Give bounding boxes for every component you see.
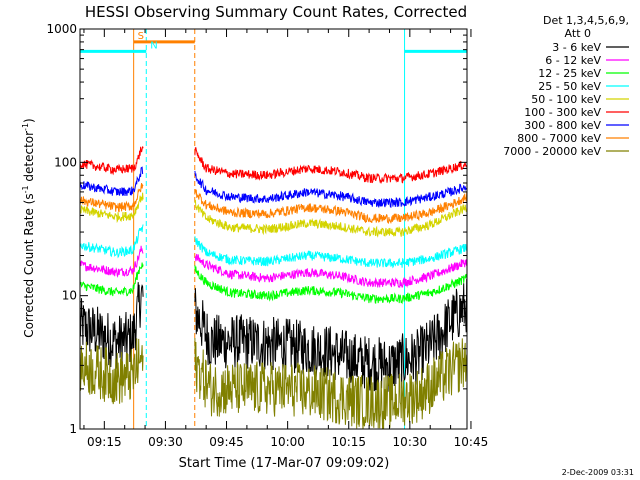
series-6 (79, 166, 468, 209)
series-line-8 (79, 337, 468, 430)
flag-label-1: N (150, 40, 157, 51)
y-axis-label-end: ) (22, 118, 36, 123)
y-axis-label-main: Corrected Count Rate (s (22, 193, 36, 337)
footer-date: 2-Dec-2009 03:31 (562, 468, 634, 477)
series-layer (79, 146, 468, 430)
series-0 (79, 278, 468, 392)
x-tick-label-0: 09:15 (87, 435, 122, 449)
x-tick-label-6: 10:45 (454, 435, 489, 449)
x-axis-label: Start Time (17-Mar-07 09:09:02) (179, 456, 390, 471)
plot-frame (79, 28, 468, 430)
series-line-6 (79, 166, 468, 209)
legend-label-6: 300 - 800 keV (524, 119, 601, 132)
flag-layer: SN (80, 31, 467, 53)
series-8 (79, 337, 468, 430)
series-4 (79, 192, 468, 238)
legend-label-2: 12 - 25 keV (538, 67, 601, 80)
y-axis-label: Corrected Count Rate (s-1 detector-1) (21, 118, 36, 337)
x-tick-label-1: 09:30 (148, 435, 183, 449)
axes: 1 10 100 1000 09:15 09:30 09:45 10:00 10:15 10:30… (46, 22, 488, 449)
series-7 (79, 183, 468, 224)
legend-label-5: 100 - 300 keV (524, 106, 601, 119)
legend-label-0: 3 - 6 keV (552, 41, 601, 54)
legend-header-line1: Det 1,3,4,5,6,9, (543, 14, 629, 27)
legend-label-8: 7000 - 20000 keV (503, 145, 601, 158)
chart-title: HESSI Observing Summary Count Rates, Cor… (85, 3, 467, 21)
series-line-0 (79, 278, 468, 392)
x-tick-label-5: 10:30 (393, 435, 428, 449)
legend-label-1: 6 - 12 keV (545, 54, 601, 67)
series-line-5 (79, 146, 468, 185)
y-tick-label-3: 1000 (46, 22, 77, 36)
series-line-4 (79, 192, 468, 238)
y-axis-label-sup1: -1 (21, 185, 30, 193)
series-2 (79, 262, 468, 305)
x-tick-label-3: 10:00 (270, 435, 305, 449)
series-line-1 (79, 245, 468, 288)
x-tick-label-2: 09:45 (209, 435, 244, 449)
y-tick-label-0: 1 (69, 422, 77, 436)
y-tick-label-1: 10 (62, 289, 77, 303)
series-1 (79, 245, 468, 288)
series-line-7 (79, 183, 468, 224)
legend-header-line2: Att 0 (565, 27, 591, 40)
x-tick-label-4: 10:15 (331, 435, 366, 449)
legend-label-4: 50 - 100 keV (531, 93, 601, 106)
y-axis-label-mid: detector (22, 131, 36, 186)
series-3 (79, 224, 468, 269)
y-axis-label-sup2: -1 (21, 123, 30, 131)
legend-label-7: 800 - 7000 keV (517, 132, 601, 145)
y-tick-label-2: 100 (54, 155, 77, 169)
series-line-2 (79, 262, 468, 305)
series-5 (79, 146, 468, 185)
legend-label-3: 25 - 50 keV (538, 80, 601, 93)
series-line-3 (79, 224, 468, 269)
flag-label-0: S (138, 31, 144, 42)
